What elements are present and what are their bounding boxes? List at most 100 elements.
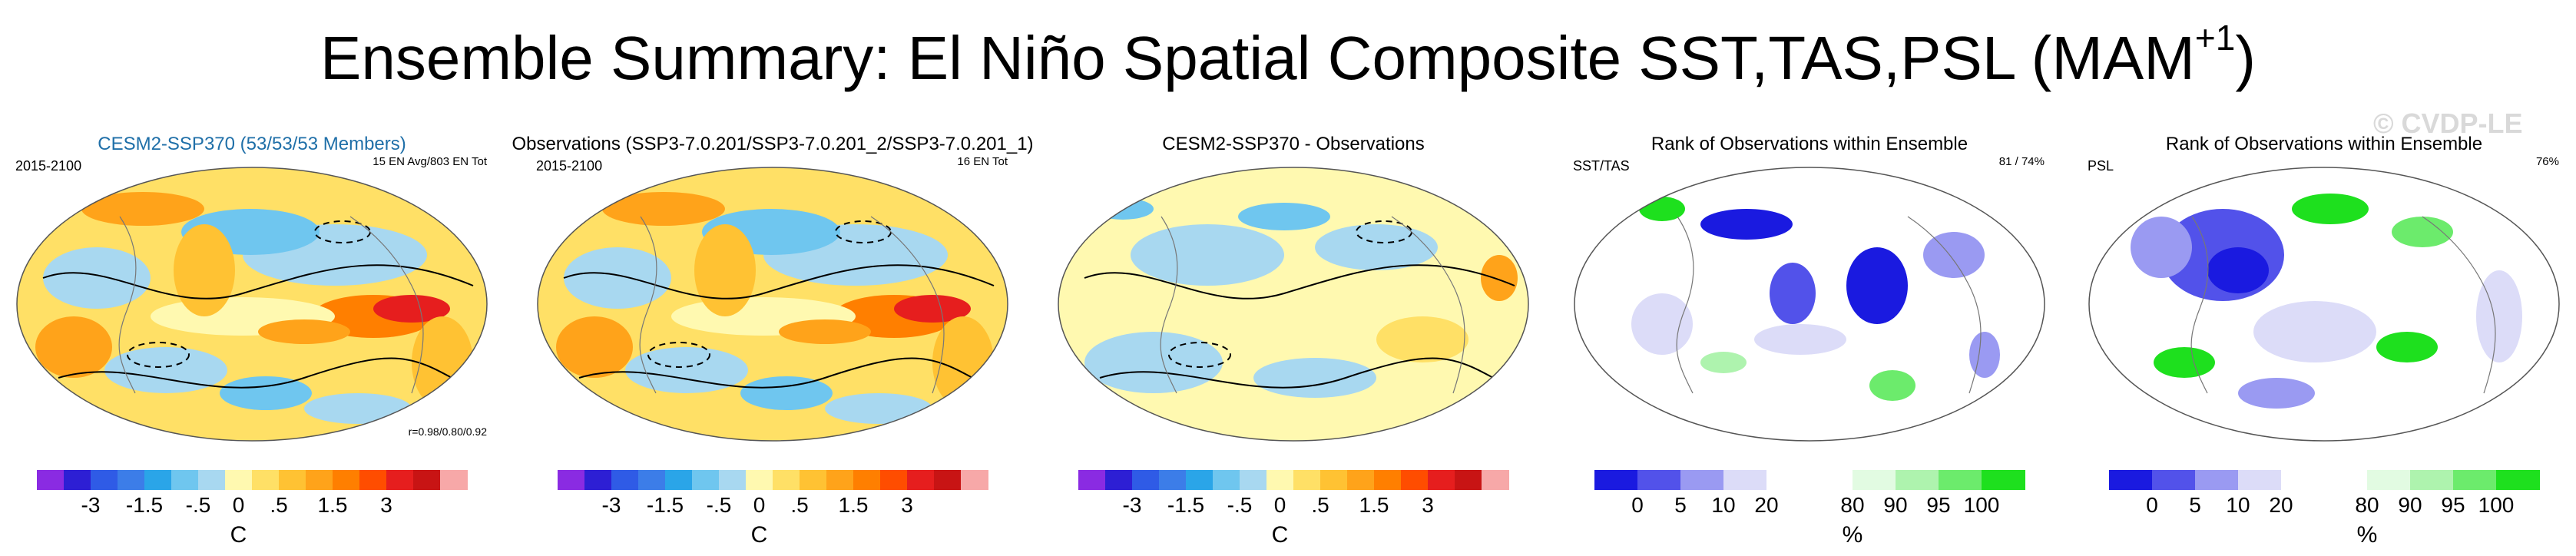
colorbar-box — [91, 470, 118, 490]
colorbar-box — [1766, 470, 1810, 490]
panel-title: Rank of Observations within Ensemble — [1651, 134, 1968, 154]
colorbar-tick-label: 0 — [753, 493, 766, 517]
colorbar-unit-label: C — [230, 522, 247, 548]
colorbar-box — [252, 470, 280, 490]
coastline — [1907, 216, 1982, 394]
colorbar-tick-label: 0 — [1273, 493, 1286, 517]
colorbar-box — [144, 470, 172, 490]
panel-title: Rank of Observations within Ensemble — [2165, 134, 2483, 154]
percent-label: 76% — [2535, 155, 2559, 168]
colorbar-box — [638, 470, 666, 490]
events-label: 15 EN Avg/803 EN Tot — [372, 155, 487, 168]
map-anomaly-region — [1700, 209, 1793, 240]
colorbar-tick-label: 5 — [2189, 493, 2201, 517]
colorbar-tick-label: .5 — [1311, 493, 1329, 517]
colorbar-box — [1078, 470, 1106, 490]
events-label: 16 EN Tot — [957, 155, 1008, 168]
colorbar-box — [386, 470, 414, 490]
panel-title: Observations (SSP3-7.0.201/SSP3-7.0.201_… — [512, 134, 1034, 154]
map-anomaly-region — [2207, 247, 2269, 293]
map-anomaly-region — [1481, 255, 1518, 301]
watermark: © CVDP-LE — [2373, 108, 2523, 139]
map-anomaly-region — [1869, 370, 1915, 401]
colorbar-tick-label: -.5 — [1227, 493, 1253, 517]
map-anomaly-region — [373, 295, 450, 323]
colorbar-box — [800, 470, 827, 490]
colorbar-box — [2367, 470, 2411, 490]
map-anomaly-region — [2292, 194, 2369, 224]
colorbar-box — [2238, 470, 2282, 490]
colorbar-box — [719, 470, 747, 490]
map-anomaly-region — [2131, 217, 2192, 278]
map-anomaly-region — [174, 224, 235, 316]
map-anomaly-region — [304, 393, 412, 424]
coastline — [2422, 216, 2496, 394]
map-anomaly-region — [779, 319, 871, 344]
map-anomaly-region — [1084, 332, 1223, 393]
colorbar-box — [2453, 470, 2497, 490]
coastline — [349, 216, 424, 394]
map-anomaly-region — [104, 347, 227, 393]
colorbar-tick-label: 10 — [1711, 493, 1736, 517]
colorbar-box — [1723, 470, 1767, 490]
colorbar-box — [333, 470, 360, 490]
colorbar-box — [773, 470, 800, 490]
colorbar-box — [1637, 470, 1681, 490]
colorbar-box — [961, 470, 988, 490]
colorbar-box — [1105, 470, 1133, 490]
colorbar-box — [359, 470, 387, 490]
coastline — [2190, 216, 2209, 394]
colorbar-box — [1482, 470, 1509, 490]
colorbar-box — [934, 470, 962, 490]
map-anomaly-region — [1631, 293, 1693, 355]
colorbar-tick-label: 100 — [1963, 493, 2000, 517]
colorbar-box — [880, 470, 908, 490]
colorbar-box — [1401, 470, 1429, 490]
colorbar-tick-label: 10 — [2226, 493, 2250, 517]
map-anomaly-region — [1253, 358, 1376, 398]
colorbar-box — [1594, 470, 1638, 490]
colorbar-tick-label: 0 — [2146, 493, 2158, 517]
variable-label: SST/TAS — [1573, 158, 1630, 174]
difference-map — [1058, 167, 1529, 442]
colorbar-tick-label: 80 — [1840, 493, 1865, 517]
colorbar-box — [1132, 470, 1160, 490]
figure-title-superscript: +1 — [2194, 18, 2236, 58]
colorbar-tick-label: -1.5 — [646, 493, 684, 517]
colorbar-tick-label: 100 — [2478, 493, 2515, 517]
psl-contour-negative — [647, 342, 710, 368]
colorbar-box — [1428, 470, 1455, 490]
colorbar-box — [692, 470, 720, 490]
panel-difference: CESM2-SSP370 - Observations -3 -1.5 -.5 0 .5… — [1048, 115, 1539, 548]
colorbar-tick-label: 95 — [1926, 493, 1951, 517]
colorbar-tick-label: 90 — [2398, 493, 2422, 517]
coastline — [1676, 216, 1694, 394]
coastline — [639, 216, 657, 394]
colorbar-tick-label: 3 — [1422, 493, 1434, 517]
map-field — [538, 167, 1008, 441]
colorbar-box — [1159, 470, 1187, 490]
colorbar-tick-label: 90 — [1883, 493, 1908, 517]
panel-rank-sst-tas: Rank of Observations within Ensemble SST… — [1564, 115, 2055, 548]
map-anomaly-region — [625, 347, 748, 393]
colorbar-unit-label: % — [2356, 522, 2378, 548]
colorbar-box — [2410, 470, 2454, 490]
map-field — [1574, 167, 2045, 441]
colorbar-tick-label: 3 — [380, 493, 392, 517]
coastline — [118, 216, 137, 394]
colorbar-tick-label: -3 — [601, 493, 621, 517]
colorbar-box — [2152, 470, 2196, 490]
psl-contour — [42, 264, 474, 300]
colorbar-box — [2496, 470, 2540, 490]
colorbar-unit-label: C — [1271, 522, 1289, 548]
colorbar-tick-label: 0 — [232, 493, 245, 517]
colorbar-box — [2109, 470, 2153, 490]
colorbar-unit-label: C — [750, 522, 768, 548]
map-border — [1058, 167, 1529, 442]
map-anomaly-region — [2238, 378, 2315, 409]
panel-rank-psl: Rank of Observations within Ensemble PSL… — [2078, 115, 2570, 548]
colorbar-box — [1320, 470, 1348, 490]
map-anomaly-region — [1376, 316, 1468, 362]
colorbar-tick-label: 20 — [1754, 493, 1779, 517]
colorbar-box — [1347, 470, 1375, 490]
